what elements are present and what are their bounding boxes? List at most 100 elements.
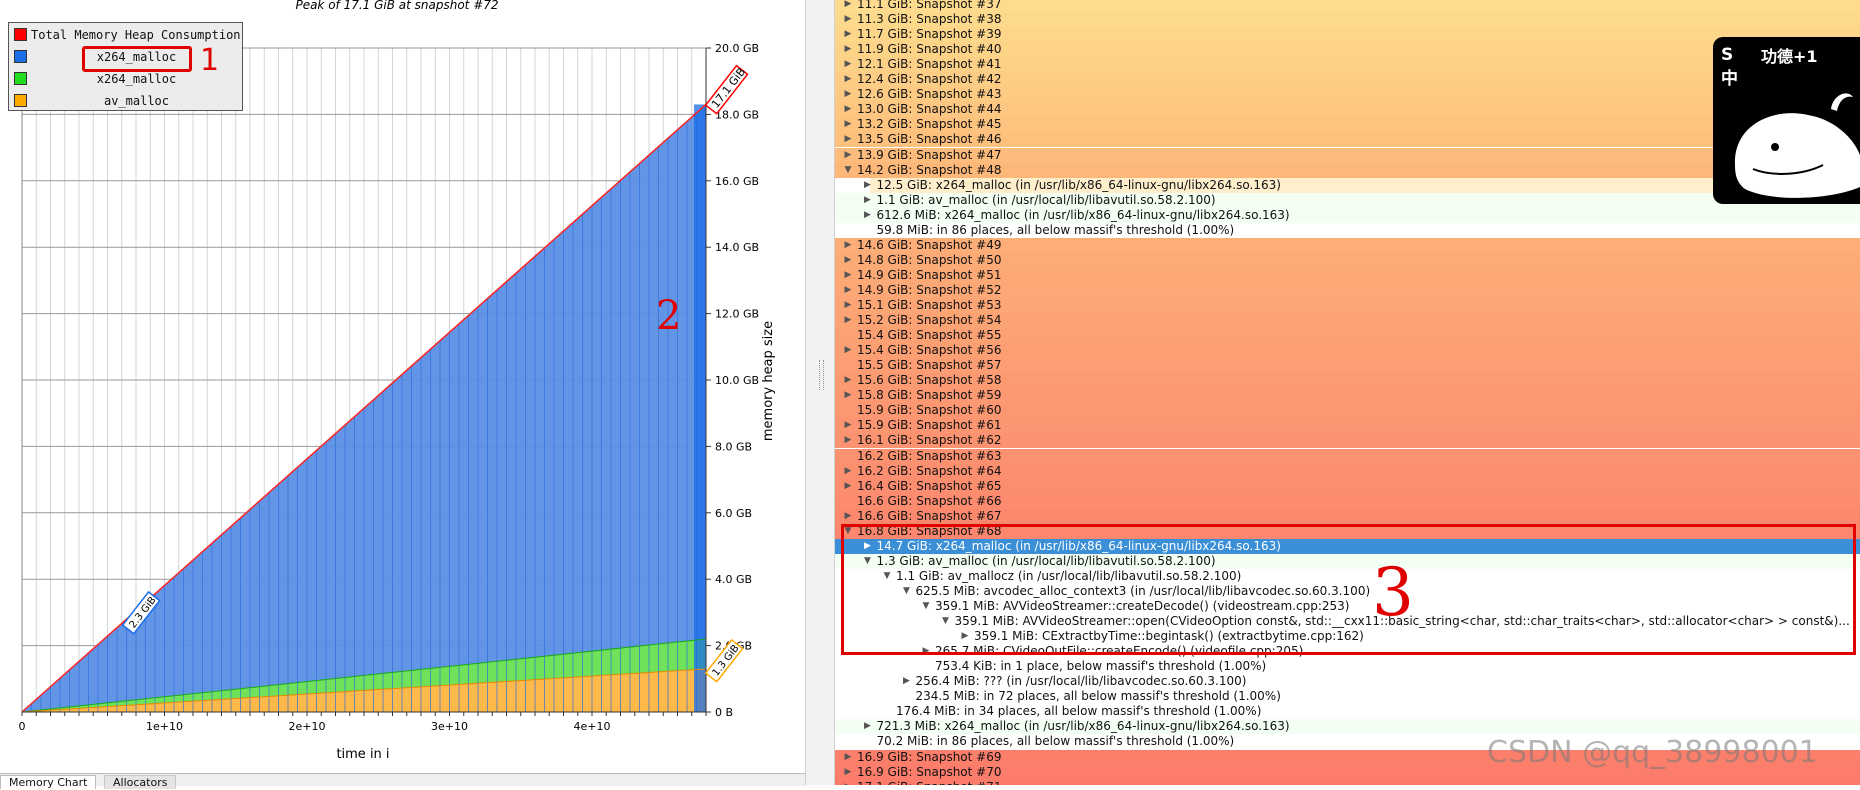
tree-row[interactable]: ▶ 1.1 GiB: av_malloc (in /usr/local/lib/l… — [835, 192, 1860, 208]
tree-row[interactable]: ▶ 721.3 MiB: x264_malloc (in /usr/lib/x86… — [835, 719, 1860, 735]
collapse-arrow-icon[interactable]: ▼ — [844, 164, 852, 175]
expand-arrow-icon[interactable]: ▶ — [864, 721, 871, 732]
tree-row[interactable]: ▶ 11.9 GiB: Snapshot #40 — [835, 42, 1860, 58]
expand-arrow-icon[interactable]: ▶ — [961, 631, 969, 642]
tree-row[interactable]: 16.6 GiB: Snapshot #66 — [835, 493, 1860, 509]
expand-arrow-icon[interactable]: ▶ — [864, 540, 871, 551]
tree-row[interactable]: 70.2 MiB: in 86 places, all below massif… — [835, 734, 1860, 750]
expand-arrow-icon[interactable]: ▶ — [844, 14, 852, 25]
expand-arrow-icon[interactable]: ▶ — [903, 676, 910, 687]
expand-arrow-icon[interactable]: ▶ — [844, 0, 852, 9]
tree-row[interactable]: ▶ 14.6 GiB: Snapshot #49 — [835, 237, 1860, 253]
tree-row[interactable]: 753.4 KiB: in 1 place, below massif's th… — [835, 659, 1860, 675]
expand-arrow-icon[interactable]: ▶ — [864, 194, 871, 205]
tree-row[interactable]: 15.5 GiB: Snapshot #57 — [835, 358, 1860, 374]
tree-row[interactable]: ▶ 14.8 GiB: Snapshot #50 — [835, 252, 1860, 268]
tree-row[interactable]: ▶ 12.4 GiB: Snapshot #42 — [835, 72, 1860, 88]
expand-arrow-icon[interactable]: ▶ — [844, 480, 852, 491]
memory-chart[interactable]: Peak of 17.1 GiB at snapshot #72 0 B2.0 … — [0, 0, 805, 773]
tree-row[interactable]: 16.2 GiB: Snapshot #63 — [835, 448, 1860, 464]
tree-row[interactable]: ▶ 16.2 GiB: Snapshot #64 — [835, 463, 1860, 479]
tree-row[interactable]: ▼ 1.3 GiB: av_malloc (in /usr/local/lib/l… — [835, 553, 1860, 569]
legend-item-x264-green[interactable]: x264_malloc — [9, 69, 242, 89]
tree-row[interactable]: 15.4 GiB: Snapshot #55 — [835, 328, 1860, 344]
collapse-arrow-icon[interactable]: ▼ — [922, 601, 930, 611]
tree-row[interactable]: ▶ 16.6 GiB: Snapshot #67 — [835, 508, 1860, 524]
tree-row[interactable]: ▶ 14.9 GiB: Snapshot #52 — [835, 282, 1860, 298]
expand-arrow-icon[interactable]: ▶ — [843, 780, 853, 785]
expand-arrow-icon[interactable]: ▶ — [844, 119, 852, 130]
expand-arrow-icon[interactable]: ▶ — [844, 74, 852, 85]
collapse-arrow-icon[interactable]: ▼ — [844, 525, 852, 536]
tab-memory-chart[interactable]: Memory Chart — [0, 775, 97, 789]
expand-arrow-icon[interactable]: ▶ — [844, 104, 852, 115]
expand-arrow-icon[interactable]: ▶ — [844, 766, 852, 777]
tree-row[interactable]: ▼ 359.1 MiB: AVVideoStreamer::open(CVideo… — [835, 614, 1860, 630]
tree-row[interactable]: ▶ 11.3 GiB: Snapshot #38 — [835, 12, 1860, 28]
splitter-grip-icon[interactable] — [819, 360, 824, 390]
legend-item-x264-blue[interactable]: x264_malloc — [9, 47, 242, 67]
tree-row[interactable]: ▶ 15.4 GiB: Snapshot #56 — [835, 343, 1860, 359]
expand-arrow-icon[interactable]: ▶ — [844, 420, 852, 431]
expand-arrow-icon[interactable]: ▶ — [844, 751, 852, 762]
expand-arrow-icon[interactable]: ▶ — [844, 300, 852, 310]
tree-row[interactable]: ▶ 15.9 GiB: Snapshot #61 — [835, 418, 1860, 434]
expand-arrow-icon[interactable]: ▶ — [844, 435, 852, 446]
tree-row[interactable]: ▶ 16.9 GiB: Snapshot #69 — [835, 749, 1860, 765]
tree-row[interactable]: ▶ 15.2 GiB: Snapshot #54 — [835, 313, 1860, 329]
snapshot-tree[interactable]: ▶ 11.1 GiB: Snapshot #37 ▶ 11.3 GiB: Snapsh… — [835, 0, 1860, 785]
tree-row[interactable]: ▶ 16.9 GiB: Snapshot #70 — [835, 764, 1860, 780]
expand-arrow-icon[interactable]: ▶ — [844, 284, 852, 295]
expand-arrow-icon[interactable]: ▶ — [844, 29, 852, 40]
tree-row[interactable]: ▶ 13.0 GiB: Snapshot #44 — [835, 102, 1860, 118]
tree-row[interactable]: ▼ 14.2 GiB: Snapshot #48 — [835, 162, 1860, 178]
tree-row[interactable]: ▼ 1.1 GiB: av_mallocz (in /usr/local/lib/… — [835, 568, 1860, 584]
collapse-arrow-icon[interactable]: ▼ — [942, 616, 949, 627]
tree-row[interactable]: 176.4 MiB: in 34 places, all below massi… — [835, 704, 1860, 720]
tree-row[interactable]: ▶ 11.7 GiB: Snapshot #39 — [835, 27, 1860, 43]
expand-arrow-icon[interactable]: ▶ — [844, 390, 852, 401]
tree-row[interactable]: ▼ 359.1 MiB: AVVideoStreamer::createDecod… — [835, 599, 1860, 614]
pane-splitter[interactable] — [805, 0, 835, 785]
tree-row[interactable]: ▶ 13.5 GiB: Snapshot #46 — [835, 132, 1860, 148]
expand-arrow-icon[interactable]: ▶ — [844, 134, 852, 145]
tree-row[interactable]: ▶ 612.6 MiB: x264_malloc (in /usr/lib/x86… — [835, 207, 1860, 223]
tree-row[interactable]: 59.8 MiB: in 86 places, all below massif… — [835, 222, 1860, 238]
expand-arrow-icon[interactable]: ▶ — [844, 465, 852, 476]
tree-row[interactable]: ▶ 13.9 GiB: Snapshot #47 — [835, 147, 1860, 163]
collapse-arrow-icon[interactable]: ▼ — [864, 555, 871, 566]
expand-arrow-icon[interactable]: ▶ — [844, 315, 852, 326]
tree-row[interactable]: ▶ 16.4 GiB: Snapshot #65 — [835, 478, 1860, 494]
tree-row[interactable]: ▶ 12.6 GiB: Snapshot #43 — [835, 87, 1860, 103]
collapse-arrow-icon[interactable]: ▼ — [883, 570, 891, 581]
expand-arrow-icon[interactable]: ▶ — [844, 375, 852, 386]
tree-row[interactable]: ▶ 12.1 GiB: Snapshot #41 — [835, 57, 1860, 73]
tree-row[interactable]: ▶ 359.1 MiB: CExtractbyTime::begintask() … — [835, 629, 1860, 645]
expand-arrow-icon[interactable]: ▶ — [844, 59, 852, 70]
tree-row[interactable]: ▼ 16.8 GiB: Snapshot #68 — [835, 523, 1860, 539]
tree-row[interactable]: ▶17.1 GiB: Snapshot #71 — [835, 779, 1860, 785]
expand-arrow-icon[interactable]: ▶ — [844, 269, 852, 280]
collapse-arrow-icon[interactable]: ▼ — [903, 585, 910, 596]
tree-row[interactable]: ▶ 256.4 MiB: ??? (in /usr/local/lib/libav… — [835, 674, 1860, 690]
tree-row[interactable]: 234.5 MiB: in 72 places, all below massi… — [835, 689, 1860, 705]
expand-arrow-icon[interactable]: ▶ — [864, 179, 871, 190]
tree-row[interactable]: ▶ 15.6 GiB: Snapshot #58 — [835, 373, 1860, 389]
expand-arrow-icon[interactable]: ▶ — [922, 646, 930, 657]
expand-arrow-icon[interactable]: ▶ — [844, 89, 852, 100]
tree-row[interactable]: ▶ 15.8 GiB: Snapshot #59 — [835, 388, 1860, 404]
expand-arrow-icon[interactable]: ▶ — [844, 254, 852, 265]
expand-arrow-icon[interactable]: ▶ — [864, 209, 871, 220]
legend-item-av-malloc[interactable]: av_malloc — [9, 91, 242, 111]
tree-row[interactable]: ▶ 14.9 GiB: Snapshot #51 — [835, 267, 1860, 283]
tree-row[interactable]: ▼ 625.5 MiB: avcodec_alloc_context3 (in /… — [835, 583, 1860, 599]
expand-arrow-icon[interactable]: ▶ — [844, 239, 852, 250]
tree-row[interactable]: ▶ 15.1 GiB: Snapshot #53 — [835, 298, 1860, 313]
expand-arrow-icon[interactable]: ▶ — [844, 510, 852, 521]
expand-arrow-icon[interactable]: ▶ — [844, 44, 852, 55]
tree-row[interactable]: ▶ 14.7 GiB: x264_malloc (in /usr/lib/x86_… — [835, 538, 1860, 554]
tree-row[interactable]: ▶ 16.1 GiB: Snapshot #62 — [835, 433, 1860, 449]
tree-row[interactable]: ▶ 265.7 MiB: CVideoOutFile::createEncode(… — [835, 644, 1860, 660]
expand-arrow-icon[interactable]: ▶ — [844, 149, 852, 160]
legend-item-total[interactable]: Total Memory Heap Consumption — [9, 25, 242, 45]
